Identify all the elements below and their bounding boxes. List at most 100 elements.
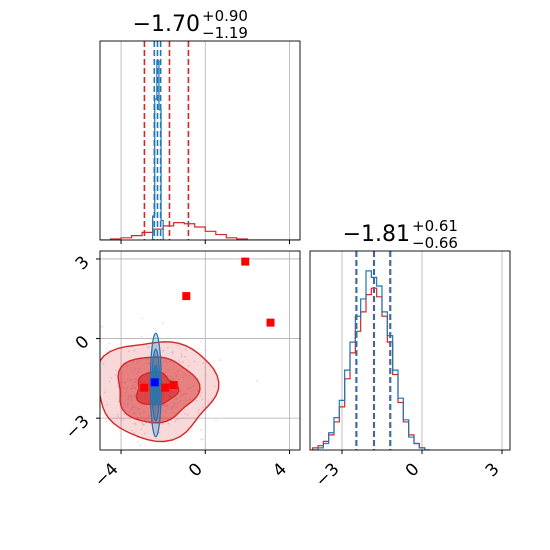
sample-point	[179, 362, 182, 364]
sample-point	[133, 349, 136, 352]
sample-point	[108, 380, 111, 383]
y-tick-label: 3	[72, 252, 94, 274]
sample-point	[141, 317, 144, 320]
sample-point	[114, 374, 117, 377]
sample-point	[103, 391, 106, 394]
sample-point	[202, 438, 204, 440]
blue-marker	[150, 378, 159, 387]
sample-point	[198, 408, 200, 411]
sample-point	[180, 353, 183, 356]
sample-point	[44, 440, 46, 442]
red-marker	[241, 257, 250, 266]
panel-frame-bl	[99, 250, 301, 451]
sample-point	[205, 348, 207, 351]
sample-point	[101, 325, 104, 328]
sample-point	[117, 385, 119, 388]
right-panel-title-minus: −0.66	[412, 234, 458, 252]
panel-frame-br	[309, 250, 511, 451]
sample-point	[184, 348, 187, 351]
x-tick-label: 0	[185, 459, 207, 481]
sample-point	[184, 412, 186, 415]
sample-point	[215, 420, 217, 422]
sample-point	[110, 377, 113, 380]
sample-point	[167, 422, 170, 425]
sample-point	[140, 335, 143, 338]
sample-point	[186, 413, 189, 416]
sample-point	[200, 391, 203, 394]
sample-point	[114, 369, 117, 371]
sample-point	[143, 432, 146, 435]
top-panel-title-minus: −1.19	[202, 24, 248, 42]
sample-point	[204, 374, 207, 377]
right-panel-title-median: −1.81	[343, 222, 410, 247]
sample-point	[182, 361, 185, 363]
red-marker	[140, 383, 149, 392]
sample-point	[123, 413, 126, 416]
sample-point	[177, 344, 179, 347]
sample-point	[160, 423, 163, 425]
top-panel-title-median: −1.70	[133, 12, 200, 37]
panel-frame-tl	[99, 40, 301, 241]
sample-point	[107, 342, 110, 345]
x-tick-label: −3	[312, 459, 344, 491]
sample-point	[187, 364, 190, 367]
sample-point	[147, 346, 150, 348]
red-marker	[182, 292, 191, 301]
sample-point	[106, 403, 108, 406]
sample-point	[162, 422, 164, 425]
joint-panel-content	[44, 257, 275, 465]
sample-point	[105, 420, 108, 423]
y-tick-label: 0	[72, 332, 94, 354]
top-red-histogram	[100, 222, 300, 240]
sample-point	[141, 422, 144, 424]
x-tick-label: 0	[402, 459, 424, 481]
sample-point	[117, 415, 119, 418]
sample-point	[105, 347, 108, 350]
sample-point	[131, 429, 134, 432]
sample-point	[174, 420, 177, 422]
sample-point	[137, 440, 139, 443]
sample-point	[200, 429, 203, 432]
sample-point	[161, 322, 164, 325]
right-panel-title-plus: +0.61	[412, 217, 458, 235]
sample-point	[85, 463, 87, 465]
red-marker	[169, 380, 178, 389]
sample-point	[202, 406, 205, 409]
sample-point	[218, 359, 221, 362]
sample-point	[140, 428, 143, 431]
x-tick-label: −4	[91, 459, 123, 491]
sample-point	[127, 350, 130, 353]
sample-point	[134, 423, 137, 426]
sample-point	[142, 423, 144, 426]
sample-point	[96, 380, 98, 382]
sample-point	[102, 363, 105, 366]
x-tick-label: 3	[482, 459, 504, 481]
sample-point	[195, 399, 198, 402]
sample-point	[200, 438, 202, 441]
sample-point	[193, 360, 196, 363]
sample-point	[176, 339, 179, 342]
sample-point	[201, 397, 204, 400]
sample-point	[122, 418, 125, 421]
sample-point	[100, 361, 103, 364]
sample-point	[197, 411, 200, 414]
sample-point	[171, 351, 174, 353]
sample-point	[166, 346, 169, 349]
sample-point	[133, 432, 136, 435]
sample-point	[213, 385, 216, 388]
y-tick-label: −3	[62, 412, 94, 444]
sample-point	[162, 349, 164, 352]
top-panel-title-plus: +0.90	[202, 7, 248, 25]
sample-point	[116, 413, 119, 416]
sample-point	[256, 379, 258, 382]
sample-point	[158, 431, 161, 434]
sample-point	[177, 359, 180, 362]
sample-point	[176, 418, 179, 421]
sample-point	[180, 355, 183, 358]
sample-point	[96, 403, 98, 405]
sample-point	[139, 444, 142, 447]
red-marker	[161, 383, 170, 392]
sample-point	[202, 362, 205, 365]
right-red-histogram	[312, 287, 430, 450]
sample-point	[199, 395, 202, 397]
